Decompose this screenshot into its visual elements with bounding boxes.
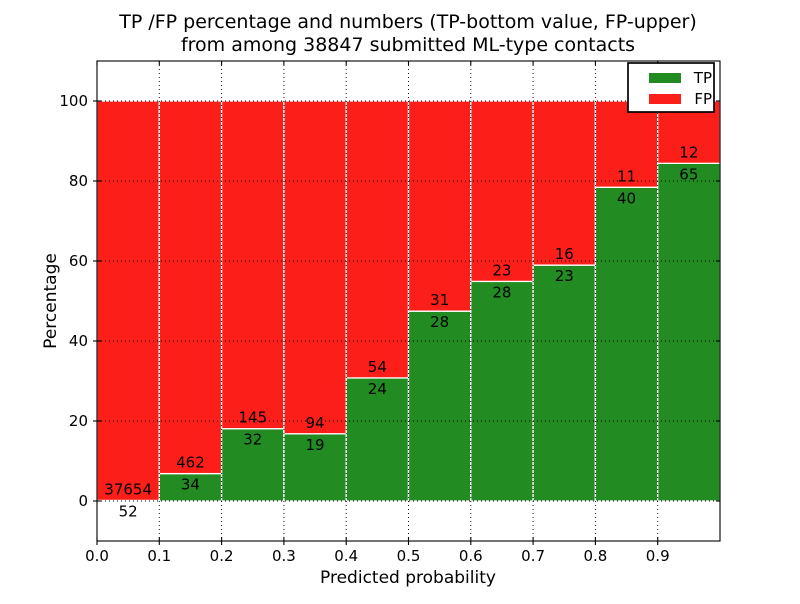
- tp-bar-segment: [594, 186, 659, 502]
- x-tick-label: 0.4: [334, 547, 358, 565]
- x-axis-label: Predicted probability: [320, 568, 496, 588]
- tp-bar-segment: [407, 310, 472, 502]
- y-axis-label: Percentage: [41, 253, 61, 349]
- tp-bar-segment: [470, 280, 534, 502]
- tp-count-label: 28: [430, 313, 449, 331]
- y-tick-label: 0: [78, 492, 88, 510]
- y-tick-label: 60: [69, 252, 88, 270]
- fp-bar-segment: [594, 100, 659, 188]
- fp-bar-segment: [283, 100, 347, 435]
- x-tick-label: 0.7: [521, 547, 545, 565]
- fp-count-label: 11: [617, 167, 636, 185]
- fp-bar-segment: [158, 100, 223, 475]
- x-tick-label: 0.2: [210, 547, 234, 565]
- fp-bar-segment: [96, 100, 160, 502]
- legend-swatch-tp: [649, 73, 681, 83]
- fp-count-label: 31: [430, 291, 449, 309]
- fp-count-label: 23: [492, 261, 511, 279]
- legend-label-tp: TP: [693, 69, 712, 87]
- x-tick-label: 0.5: [397, 547, 421, 565]
- y-tick-label: 40: [69, 332, 88, 350]
- fp-count-label: 16: [555, 245, 574, 263]
- tp-bar-segment: [283, 433, 347, 502]
- fp-count-label: 462: [176, 454, 205, 472]
- fp-count-label: 94: [306, 414, 325, 432]
- x-tick-label: 0.3: [272, 547, 296, 565]
- fp-count-label: 12: [679, 143, 698, 161]
- tp-count-label: 24: [368, 380, 387, 398]
- tp-count-label: 52: [119, 502, 138, 520]
- fp-bar-segment: [470, 100, 534, 283]
- tp-count-label: 19: [306, 436, 325, 454]
- tp-count-label: 23: [555, 267, 574, 285]
- x-tick-label: 0.0: [85, 547, 109, 565]
- tp-bar-segment: [532, 264, 597, 502]
- fp-bar-segment: [220, 100, 285, 430]
- fp-bar-segment: [407, 100, 472, 312]
- fp-count-label: 145: [238, 409, 267, 427]
- fp-count-label: 37654: [104, 480, 152, 498]
- fp-count-label: 54: [368, 358, 387, 376]
- y-tick-label: 100: [59, 92, 88, 110]
- tp-bar-segment: [657, 162, 721, 502]
- fp-bar-segment: [345, 100, 410, 379]
- tp-count-label: 28: [492, 283, 511, 301]
- legend-swatch-fp: [649, 94, 681, 104]
- tp-count-label: 34: [181, 476, 200, 494]
- tp-count-label: 40: [617, 189, 636, 207]
- y-tick-label: 20: [69, 412, 88, 430]
- chart-title-line2: from among 38847 submitted ML-type conta…: [181, 34, 635, 56]
- tp-count-label: 32: [243, 431, 262, 449]
- x-tick-label: 0.9: [646, 547, 670, 565]
- chart-title-line1: TP /FP percentage and numbers (TP-bottom…: [118, 11, 697, 33]
- fp-bar-segment: [532, 100, 597, 266]
- tp-count-label: 65: [679, 165, 698, 183]
- x-tick-label: 0.6: [459, 547, 483, 565]
- legend-label-fp: FP: [694, 90, 712, 108]
- y-tick-label: 80: [69, 172, 88, 190]
- x-tick-label: 0.8: [583, 547, 607, 565]
- x-tick-label: 0.1: [147, 547, 171, 565]
